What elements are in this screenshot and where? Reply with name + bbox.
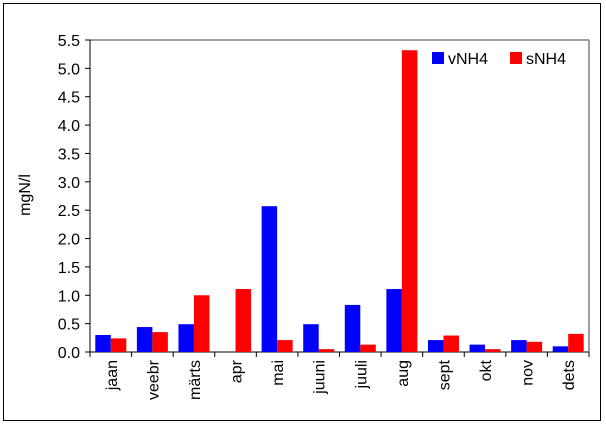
x-tick-label: jaan: [104, 360, 121, 391]
x-tick-label: aug: [395, 360, 412, 387]
bar-sNH4-dets: [568, 333, 584, 352]
bar-vNH4-juuli: [344, 304, 361, 352]
bar-sNH4-juuli: [360, 344, 376, 352]
legend-swatch-vNH4: [432, 52, 444, 64]
bar-sNH4-veebr: [152, 332, 168, 352]
bar-vNH4-mai: [261, 206, 278, 352]
bar-sNH4-sept: [443, 335, 459, 352]
x-tick-label: nov: [520, 360, 537, 386]
y-tick-label: 3.0: [58, 175, 80, 192]
y-tick-label: 2.0: [58, 232, 80, 249]
y-tick-label: 5.0: [58, 61, 80, 78]
bar-vNH4-dets: [552, 346, 569, 352]
y-tick-label: 1.0: [58, 288, 80, 305]
y-tick-label: 0.5: [58, 317, 80, 334]
bar-vNH4-juuni: [303, 324, 319, 352]
bar-sNH4-aug: [401, 50, 418, 353]
x-tick-label: sept: [436, 359, 453, 390]
bar-vNH4-veebr: [136, 327, 153, 352]
bar-vNH4-okt: [469, 344, 486, 352]
bar-vNH4-jaan: [95, 334, 111, 352]
y-tick-label: 2.5: [58, 203, 80, 220]
bar-vNH4-sept: [427, 340, 444, 352]
legend-swatch-sNH4: [510, 52, 522, 64]
legend-box: [418, 47, 585, 71]
x-tick-label: juuli: [353, 360, 370, 389]
legend-label-vNH4: vNH4: [448, 51, 488, 68]
y-tick-label: 1.5: [58, 260, 80, 277]
bar-sNH4-jaan: [110, 338, 127, 352]
x-tick-label: juuni: [312, 360, 329, 395]
y-tick-label: 4.0: [58, 118, 80, 135]
y-tick-label: 3.5: [58, 146, 80, 163]
y-axis-label: mgN/l: [17, 174, 34, 216]
y-tick-label: 5.5: [58, 33, 80, 50]
bar-sNH4-okt: [485, 349, 501, 352]
bar-sNH4-juuni: [318, 349, 335, 352]
x-tick-label: okt: [478, 359, 495, 381]
x-tick-label: dets: [561, 360, 578, 390]
x-tick-label: mai: [270, 360, 287, 386]
bar-vNH4-aug: [386, 289, 402, 352]
x-tick-label: märts: [187, 360, 204, 400]
x-tick-label: veebr: [145, 359, 162, 400]
bar-vNH4-nov: [511, 340, 527, 352]
x-tick-label: apr: [229, 359, 246, 383]
bar-sNH4-mai: [277, 340, 293, 352]
y-tick-label: 4.5: [58, 90, 80, 107]
y-tick-label: 0.0: [58, 345, 80, 362]
legend-label-sNH4: sNH4: [526, 51, 566, 68]
bar-sNH4-apr: [235, 289, 252, 352]
bar-sNH4-märts: [193, 295, 210, 352]
bar-sNH4-nov: [526, 341, 543, 352]
bar-vNH4-märts: [178, 324, 194, 352]
